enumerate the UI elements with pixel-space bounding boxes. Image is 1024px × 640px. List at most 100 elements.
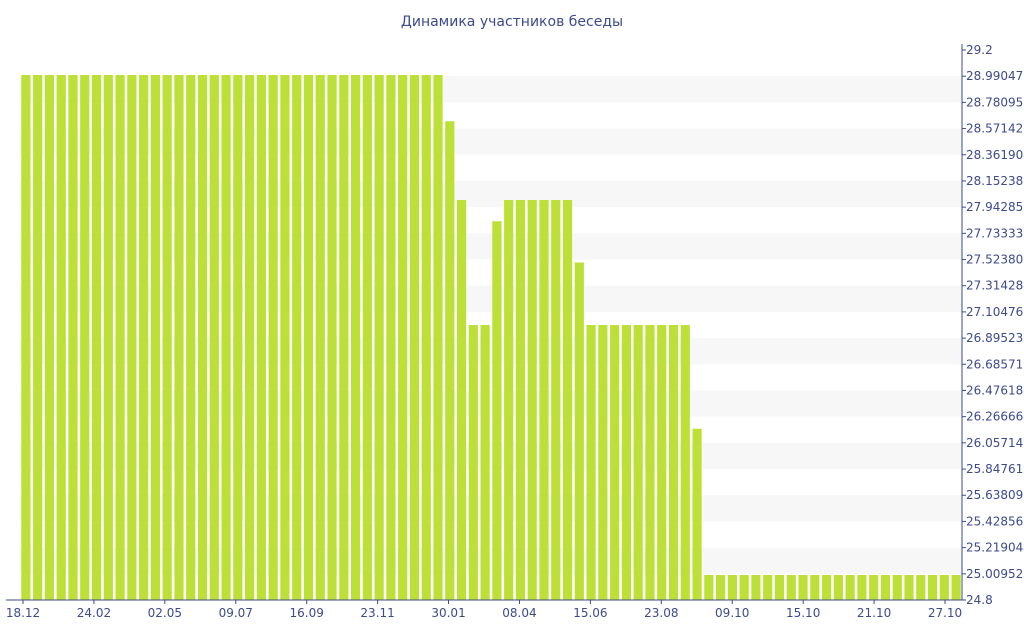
bar bbox=[727, 575, 737, 600]
bar bbox=[904, 575, 914, 600]
bar bbox=[56, 75, 66, 600]
bar bbox=[350, 75, 361, 600]
grid-band bbox=[20, 76, 962, 103]
y-tick-label: 28.990476 bbox=[966, 69, 1024, 83]
x-tick-label: 27.10 bbox=[928, 606, 962, 620]
bar bbox=[645, 325, 655, 600]
x-tick-label: 24.02 bbox=[77, 606, 111, 620]
bar bbox=[315, 75, 325, 600]
y-tick-label: 28.361904 bbox=[966, 148, 1024, 162]
bar bbox=[127, 75, 137, 600]
x-tick-label: 23.11 bbox=[360, 606, 394, 620]
bar bbox=[150, 75, 161, 600]
bar bbox=[551, 200, 561, 600]
x-tick-label: 23.08 bbox=[644, 606, 678, 620]
x-tick-label: 09.07 bbox=[219, 606, 253, 620]
grid-band bbox=[20, 285, 962, 312]
bar bbox=[445, 121, 455, 600]
bar bbox=[527, 200, 537, 600]
bar bbox=[468, 325, 478, 600]
y-tick-label: 25.009520 bbox=[966, 567, 1024, 581]
bar bbox=[91, 75, 102, 600]
bar bbox=[80, 75, 90, 600]
bar bbox=[339, 75, 349, 600]
bar bbox=[103, 75, 113, 600]
x-tick-label: 18.12 bbox=[6, 606, 40, 620]
bar bbox=[292, 75, 302, 600]
bar bbox=[33, 75, 43, 600]
x-tick-label: 02.05 bbox=[148, 606, 182, 620]
bar bbox=[174, 75, 184, 600]
bar bbox=[821, 575, 832, 600]
x-tick-label: 08.04 bbox=[502, 606, 536, 620]
y-tick-label: 29.2 bbox=[966, 43, 993, 57]
grid-band bbox=[20, 390, 962, 417]
bar bbox=[810, 575, 820, 600]
x-tick-label: 15.10 bbox=[786, 606, 820, 620]
bar bbox=[515, 200, 526, 600]
y-tick-label: 28.152380 bbox=[966, 174, 1024, 188]
bar bbox=[162, 75, 172, 600]
y-tick-label: 28.571428 bbox=[966, 122, 1024, 136]
bar bbox=[633, 325, 643, 600]
bar bbox=[763, 575, 773, 600]
y-tick-label: 25.219044 bbox=[966, 541, 1024, 555]
bar bbox=[798, 575, 808, 600]
bar bbox=[68, 75, 78, 600]
bar bbox=[668, 325, 679, 600]
bar bbox=[221, 75, 231, 600]
x-tick-label: 21.10 bbox=[857, 606, 891, 620]
bar bbox=[880, 575, 891, 600]
bar bbox=[504, 200, 514, 600]
chart-title: Динамика участников беседы bbox=[400, 14, 624, 30]
bar bbox=[892, 575, 902, 600]
y-tick-label: 27.314284 bbox=[966, 279, 1024, 293]
bar bbox=[916, 575, 926, 600]
grid-band bbox=[20, 128, 962, 155]
bar bbox=[598, 325, 608, 600]
x-tick-label: 15.06 bbox=[573, 606, 607, 620]
bar bbox=[562, 200, 573, 600]
grid-band bbox=[20, 547, 962, 574]
bar bbox=[386, 75, 396, 600]
bar bbox=[716, 575, 726, 600]
bar bbox=[139, 75, 149, 600]
bar bbox=[245, 75, 255, 600]
grid-band bbox=[20, 495, 962, 522]
bar bbox=[456, 200, 467, 600]
bar bbox=[186, 75, 196, 600]
y-tick-label: 25.428568 bbox=[966, 514, 1024, 528]
bar bbox=[115, 75, 125, 600]
x-tick-label: 09.10 bbox=[715, 606, 749, 620]
bar bbox=[586, 325, 596, 600]
x-tick-label: 30.01 bbox=[431, 606, 465, 620]
bar bbox=[539, 200, 549, 600]
bar bbox=[280, 75, 290, 600]
bar bbox=[327, 75, 337, 600]
bar bbox=[621, 325, 632, 600]
bar bbox=[409, 75, 420, 600]
grid-band bbox=[20, 180, 962, 208]
grid-band bbox=[20, 442, 962, 470]
bar bbox=[680, 325, 690, 600]
bar bbox=[362, 75, 372, 600]
bar bbox=[421, 75, 431, 600]
bar bbox=[786, 575, 796, 600]
bar bbox=[374, 75, 384, 600]
bar bbox=[833, 575, 843, 600]
bar bbox=[492, 221, 502, 600]
bar bbox=[845, 575, 855, 600]
y-tick-label: 27.523808 bbox=[966, 253, 1024, 267]
bar bbox=[233, 75, 243, 600]
y-tick-label: 24.8 bbox=[966, 593, 993, 607]
bar bbox=[44, 75, 55, 600]
bar bbox=[951, 575, 961, 600]
bar bbox=[268, 75, 278, 600]
bar bbox=[751, 575, 761, 600]
bar bbox=[692, 428, 702, 600]
